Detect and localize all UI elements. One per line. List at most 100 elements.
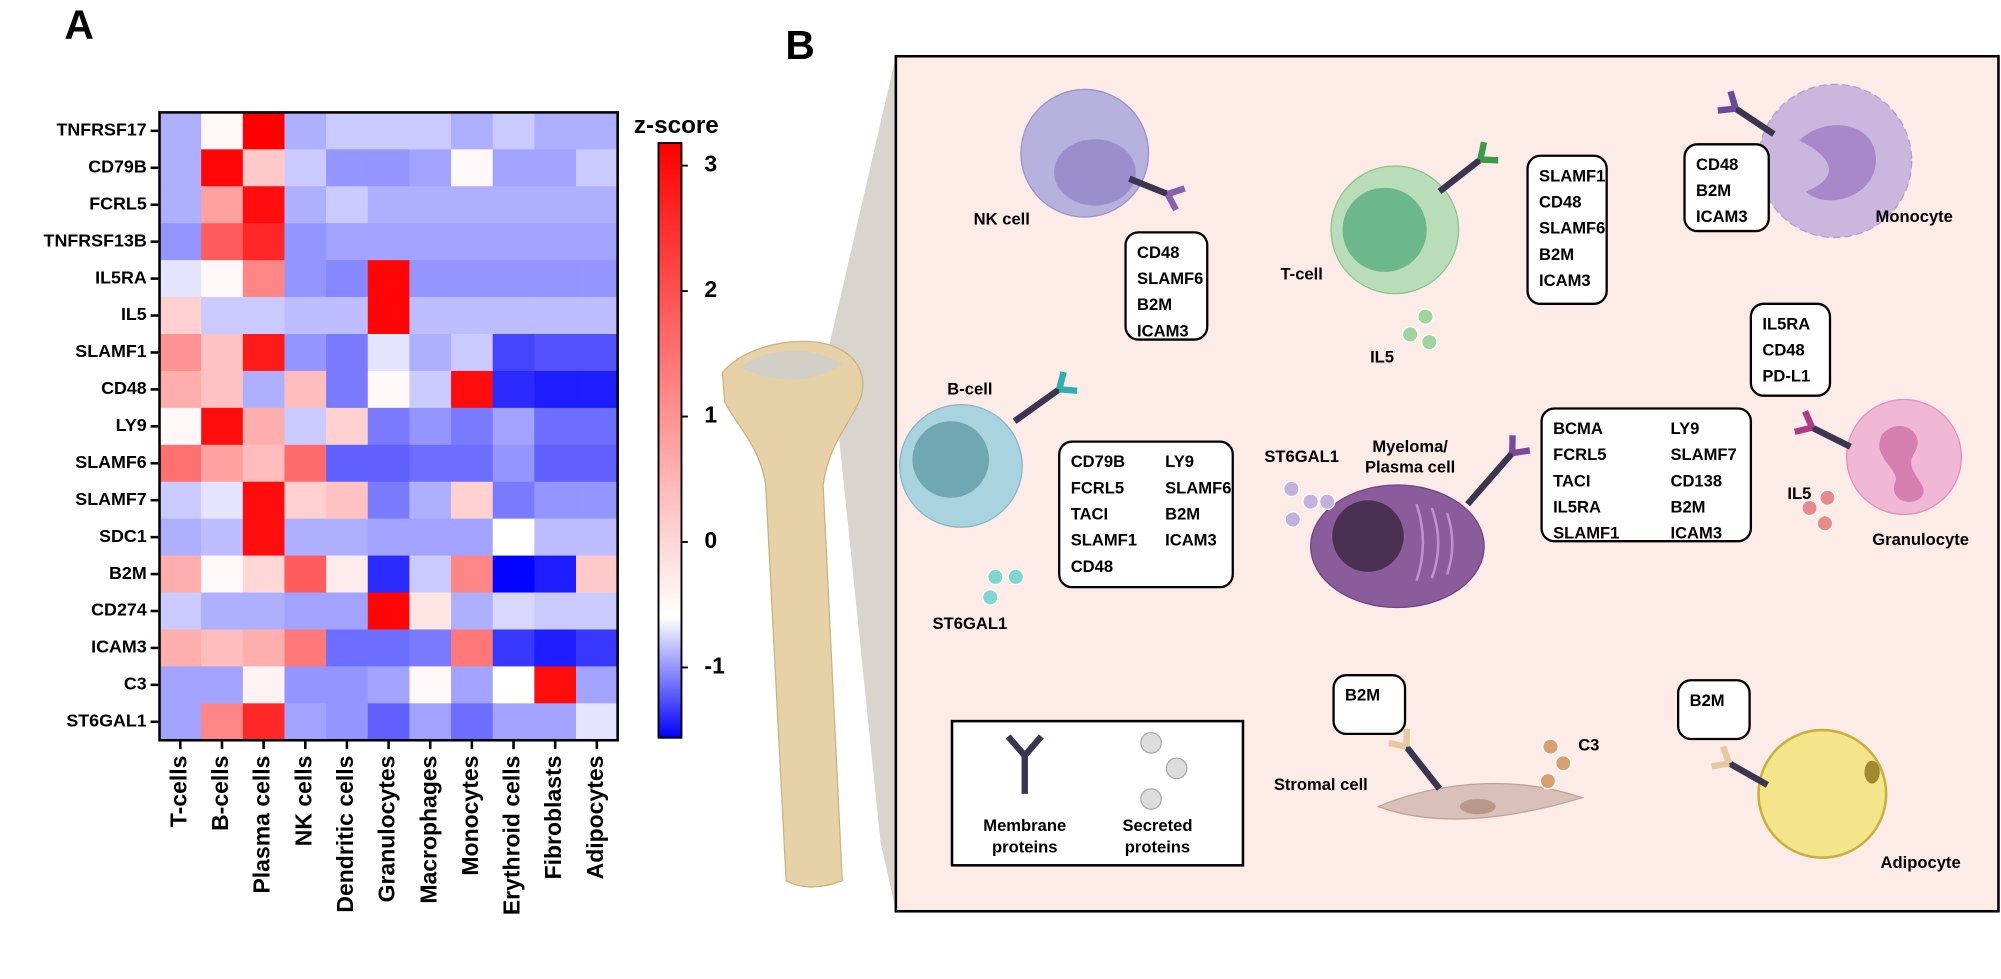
heatmap-cell	[326, 407, 369, 446]
heatmap-cell	[159, 149, 202, 187]
heatmap-cell	[534, 518, 577, 557]
heatmap-cell	[201, 703, 244, 741]
heatmap-cell	[367, 186, 411, 224]
heatmap-cell	[492, 260, 535, 298]
legend-box	[950, 719, 1245, 867]
heatmap-cell	[409, 186, 452, 224]
row-label: CD79B	[88, 157, 147, 177]
heatmap-cell	[409, 592, 452, 631]
surface-protein: CD48	[1762, 341, 1804, 360]
secreted-dot	[1318, 493, 1336, 510]
heatmap-cell	[284, 444, 327, 483]
bone-head	[740, 350, 843, 380]
heatmap-cell	[409, 260, 452, 298]
heatmap-cell	[284, 407, 327, 446]
heatmap-cell	[242, 186, 286, 224]
heatmap-cell	[242, 444, 286, 483]
secreted-dot	[1283, 480, 1300, 498]
heatmap-cell	[409, 149, 452, 187]
heatmap-cell	[284, 333, 327, 372]
heatmap-cell	[201, 186, 244, 224]
surface-protein: IL5RA	[1553, 497, 1601, 516]
surface-protein: SLAMF6	[1539, 219, 1605, 238]
cell-name: Plasma cell	[1365, 457, 1455, 476]
heatmap-cell	[284, 260, 327, 298]
heatmap-cell	[242, 297, 286, 335]
label-bubble	[1683, 143, 1770, 233]
heatmap-cell	[451, 186, 494, 224]
receptor-stem	[1437, 157, 1483, 195]
heatmap-cell	[284, 518, 327, 557]
heatmap-cell	[367, 149, 411, 187]
heatmap-cell	[409, 223, 452, 261]
colorbar-title: z-score	[634, 112, 719, 139]
label-bubble	[1540, 407, 1753, 543]
heatmap-cell	[284, 703, 327, 741]
heatmap-cell	[367, 260, 411, 298]
heatmap-cell	[451, 555, 494, 594]
secreted-protein: IL5	[1370, 348, 1394, 367]
secreted-dot	[981, 589, 999, 606]
legend-dot	[1140, 788, 1162, 810]
heatmap-cell	[326, 703, 369, 741]
heatmap-cell	[492, 407, 535, 446]
heatmap-cell	[284, 666, 327, 704]
receptor-stem	[1012, 386, 1062, 424]
heatmap-cell	[534, 592, 577, 631]
heatmap-cell	[367, 666, 411, 704]
heatmap-cell	[159, 518, 202, 557]
surface-protein: SLAMF1	[1539, 166, 1605, 185]
heatmap-cell	[201, 407, 244, 446]
heatmap-cell	[242, 149, 286, 187]
heatmap-cell	[284, 555, 327, 594]
heatmap-cell	[201, 518, 244, 557]
label-bubble	[1332, 674, 1407, 736]
legend-receptor-icon	[1005, 734, 1044, 794]
legend-dot	[1140, 731, 1162, 754]
surface-protein: B2M	[1539, 245, 1574, 264]
heatmap-cell	[159, 223, 202, 261]
heatmap-cell	[534, 186, 577, 224]
column-label: Macrophages	[415, 756, 441, 904]
heatmap-cell	[367, 703, 411, 741]
receptor-arm	[1511, 447, 1531, 457]
row-label: C3	[124, 674, 147, 694]
heatmap-cell	[534, 149, 577, 187]
heatmap-cell	[242, 223, 286, 261]
surface-protein: ICAM3	[1670, 524, 1722, 543]
heatmap-cell	[492, 149, 535, 187]
cell-name: NK cell	[974, 210, 1030, 229]
cell-name: Granulocyte	[1872, 530, 1969, 549]
row-label: SLAMF7	[75, 489, 147, 509]
row-label: CD48	[101, 378, 147, 398]
heatmap-cell	[284, 629, 327, 668]
heatmap-cell	[201, 592, 244, 631]
surface-protein: CD48	[1539, 192, 1581, 211]
heatmap-cell	[409, 407, 452, 446]
surface-protein: B2M	[1345, 686, 1380, 705]
surface-protein: CD48	[1696, 155, 1738, 174]
label-bubble	[1749, 302, 1832, 397]
heatmap-cell	[576, 370, 619, 409]
heatmap-cell	[284, 592, 327, 631]
organelle	[1415, 503, 1454, 582]
heatmap-cell	[576, 333, 619, 372]
secreted-protein: ST6GAL1	[933, 614, 1008, 633]
secreted-protein: ST6GAL1	[1264, 447, 1339, 466]
zoom-wedge	[829, 56, 896, 910]
heatmap-cell	[326, 333, 369, 372]
heatmap-cell	[367, 555, 411, 594]
heatmap-cell	[242, 333, 286, 372]
heatmap-cell	[367, 518, 411, 557]
heatmap-cell	[159, 481, 202, 520]
surface-protein: B2M	[1137, 295, 1172, 314]
row-label: CD274	[91, 600, 147, 620]
heatmap-cell	[576, 703, 619, 741]
heatmap-cell	[576, 518, 619, 557]
heatmap-cell	[576, 112, 619, 150]
heatmap-cell	[159, 629, 202, 668]
heatmap-cell	[159, 186, 202, 224]
heatmap-cell	[492, 703, 535, 741]
cell-name: Adipocyte	[1881, 853, 1961, 872]
secreted-dot	[1542, 738, 1559, 755]
